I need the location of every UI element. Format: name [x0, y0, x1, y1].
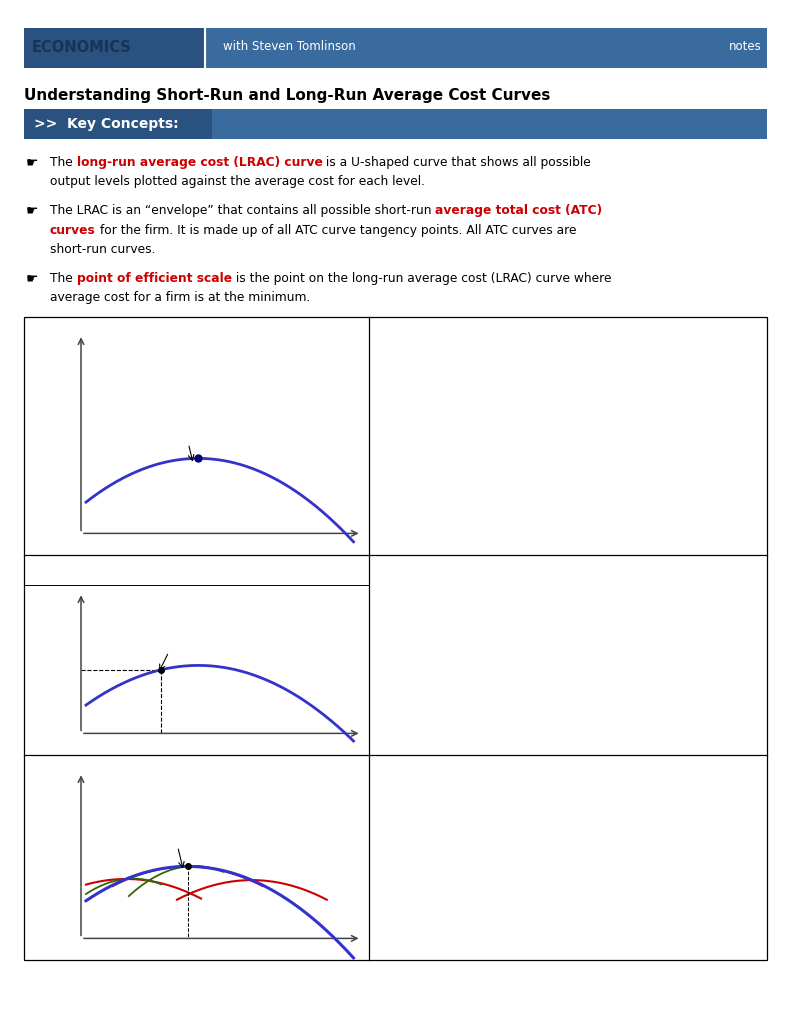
Text: ATC: ATC: [148, 874, 166, 885]
Text: notes: notes: [729, 41, 762, 53]
Text: increasing part of the LRAC curve, where costs: increasing part of the LRAC curve, where…: [384, 513, 671, 526]
Text: $: $: [67, 780, 78, 796]
Text: increasing returns to scale.: increasing returns to scale.: [384, 496, 573, 509]
Text: output levels plotted against the average cost for each level.: output levels plotted against the averag…: [50, 175, 425, 188]
Text: average total cost (ATC): average total cost (ATC): [435, 205, 603, 217]
Text: long-run average cost (LRAC) curve: long-run average cost (LRAC) curve: [77, 156, 323, 169]
Text: a particular combination
of labor & capital possible
in the long run: a particular combination of labor & capi…: [41, 640, 165, 670]
Text: manufacturing scale where the only way to: manufacturing scale where the only way t…: [384, 826, 649, 840]
Text: capital: capital: [623, 591, 670, 604]
Text: labor.: labor.: [411, 609, 449, 622]
Bar: [24, 109, 212, 138]
Bar: [24, 317, 767, 961]
Text: average: average: [610, 792, 667, 804]
Text: increase output is to hire more workers. It is: increase output is to hire more workers.…: [384, 845, 655, 857]
Text: constant
returns
to scale: constant returns to scale: [136, 440, 180, 474]
Text: In the: In the: [573, 496, 613, 509]
Text: cost min. point: cost min. point: [133, 828, 207, 839]
Text: and: and: [384, 609, 411, 622]
Text: long-run average cost (LRAC) curve: long-run average cost (LRAC) curve: [384, 353, 630, 367]
Text: output level on the LRAC curve represents a: output level on the LRAC curve represent…: [384, 644, 654, 657]
Text: point of efficient scale: point of efficient scale: [77, 272, 232, 285]
Text: minimizing point for that level of output.: minimizing point for that level of outpu…: [384, 915, 632, 929]
Text: $: $: [67, 342, 78, 357]
Text: is a U-shaped curve that shows all possible: is a U-shaped curve that shows all possi…: [323, 156, 591, 169]
Text: LRAC: LRAC: [323, 933, 350, 943]
Text: curves: curves: [50, 223, 96, 237]
Text: are increasing due to congestion and influence: are increasing due to congestion and inf…: [384, 531, 672, 544]
Bar: [24, 28, 767, 68]
Text: with Steven Tomlinson: with Steven Tomlinson: [223, 41, 356, 53]
Text: the left, at the point where the LRAC curve: the left, at the point where the LRAC cu…: [384, 389, 645, 401]
Text: represents a: represents a: [533, 809, 614, 822]
Text: tangency. The point of tangency is the cost: tangency. The point of tangency is the c…: [384, 898, 649, 911]
Text: The: The: [50, 272, 77, 285]
Text: is the point on the long-run average cost (LRAC) curve where: is the point on the long-run average cos…: [232, 272, 611, 285]
Text: ☛: ☛: [26, 205, 39, 218]
Text: LRAC: LRAC: [324, 715, 351, 725]
Text: combination of capital and labor that is: combination of capital and labor that is: [384, 663, 625, 676]
Text: ☛: ☛: [26, 272, 39, 286]
Text: possible short-run cost curves. Each: possible short-run cost curves. Each: [384, 792, 610, 804]
Text: average cost for a firm is at the minimum.: average cost for a firm is at the minimu…: [50, 291, 310, 304]
Text: specialization so the firm is experiencing: specialization so the firm is experienci…: [384, 478, 634, 490]
Text: y: y: [365, 521, 372, 535]
Text: Each output point on the LRAC curve: Each output point on the LRAC curve: [384, 573, 610, 587]
Text: possible in the long run. In the short run,: possible in the long run. In the short r…: [384, 680, 634, 693]
Text: Suppose:: Suppose:: [34, 573, 92, 587]
Text: total cost (ATC) curve: total cost (ATC) curve: [384, 809, 533, 822]
Text: costs are falling due to teamwork and: costs are falling due to teamwork and: [384, 460, 616, 473]
Text: short-run curves.: short-run curves.: [50, 243, 156, 256]
Bar: [24, 109, 767, 138]
Text: In the: In the: [562, 424, 601, 437]
Text: Understanding Short-Run and Long-Run Average Cost Curves: Understanding Short-Run and Long-Run Ave…: [24, 88, 551, 103]
Text: The: The: [50, 156, 77, 169]
Bar: [24, 28, 205, 68]
Text: y: y: [365, 927, 372, 939]
Text: decreasing part of the LRAC, long-run average: decreasing part of the LRAC, long-run av…: [384, 442, 668, 456]
Text: Remember that in the long run, a: Remember that in the long run, a: [449, 609, 658, 622]
Text: ☛: ☛: [26, 156, 39, 170]
Text: for this reason that the ATC curve lies above: for this reason that the ATC curve lies …: [384, 862, 656, 876]
Text: decreasing: decreasing: [577, 549, 653, 562]
Text: for the firm. It is made up of all ATC curve tangency points. All ATC curves are: for the firm. It is made up of all ATC c…: [96, 223, 577, 237]
Text: MC: MC: [131, 872, 146, 883]
Text: ECONOMICS: ECONOMICS: [32, 40, 132, 54]
Text: constant returns to scale.: constant returns to scale.: [384, 424, 562, 437]
Text: The LRAC curve is an “envelope” containing all: The LRAC curve is an “envelope” containi…: [384, 773, 672, 786]
Text: LRAC: LRAC: [324, 513, 351, 523]
Text: firm can change both capital and labor. Each: firm can change both capital and labor. …: [384, 627, 658, 640]
Text: has zero slope, the firm is experiencing: has zero slope, the firm is experiencing: [384, 407, 625, 420]
Text: y: y: [365, 721, 372, 734]
Text: shows all possible outputs in the long run. On: shows all possible outputs in the long r…: [384, 371, 664, 384]
Text: returns to scale.: returns to scale.: [384, 567, 498, 580]
Text: activities, the firm experiences: activities, the firm experiences: [384, 549, 577, 562]
Text: The LRAC is an “envelope” that contains all possible short-run: The LRAC is an “envelope” that contains …: [50, 205, 435, 217]
Text: the LRAC curve except at one point of: the LRAC curve except at one point of: [384, 881, 616, 893]
Text: In the long run, all inputs are variable. The: In the long run, all inputs are variable…: [384, 336, 645, 348]
Text: represents a particular combination of: represents a particular combination of: [384, 591, 623, 604]
Text: capital is frozen at a particular level.: capital is frozen at a particular level.: [384, 698, 608, 711]
Text: >>  Key Concepts:: >> Key Concepts:: [34, 117, 179, 131]
Text: $: $: [67, 600, 78, 615]
